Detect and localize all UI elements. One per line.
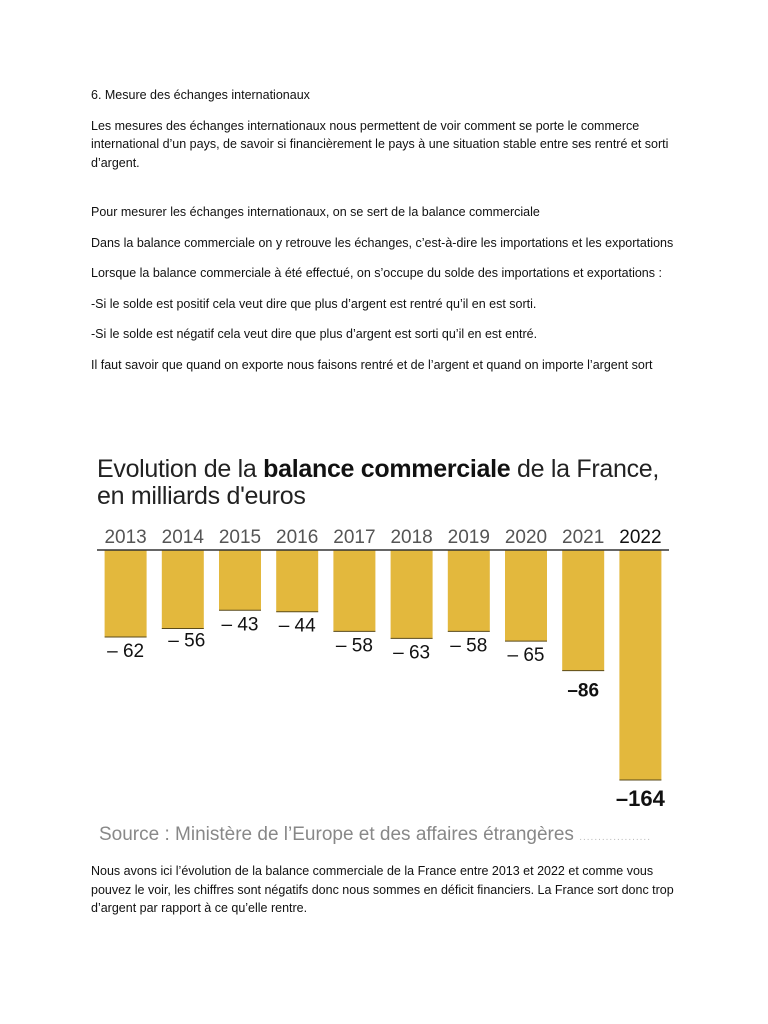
bar xyxy=(390,550,433,639)
bar xyxy=(619,550,662,780)
data-label: –164 xyxy=(616,786,666,811)
bar xyxy=(562,550,605,671)
x-tick-label: 2019 xyxy=(448,527,490,548)
paragraph-positive: -Si le solde est positif cela veut dire … xyxy=(91,296,537,311)
paragraph-measure: Pour mesurer les échanges internationaux… xyxy=(91,205,540,219)
bar xyxy=(333,550,376,632)
x-tick-label: 2020 xyxy=(505,527,547,548)
section-heading: 6. Mesure des échanges internationaux xyxy=(91,88,310,102)
paragraph-balance-contents: Dans la balance commerciale on y retrouv… xyxy=(91,235,674,250)
trade-balance-chart: Evolution de la balance commerciale de l… xyxy=(91,456,681,856)
x-tick-label: 2014 xyxy=(162,527,205,548)
bar xyxy=(505,550,547,642)
x-tick-label: 2017 xyxy=(333,527,375,548)
bar xyxy=(104,550,147,637)
x-tick-label: 2021 xyxy=(562,527,604,548)
data-label: –86 xyxy=(567,681,599,702)
paragraph-export-import: Il faut savoir que quand on exporte nous… xyxy=(91,357,653,372)
document-body: 6. Mesure des échanges internationaux Le… xyxy=(91,86,681,386)
paragraph-negative: -Si le solde est négatif cela veut dire … xyxy=(91,327,538,341)
chart-title: Evolution de la balance commerciale de l… xyxy=(97,456,659,510)
chart-source-text: Source : Ministère de l’Europe et des af… xyxy=(99,824,574,845)
data-label: – 43 xyxy=(222,614,259,635)
data-label: – 44 xyxy=(279,616,316,637)
x-tick-label: 2018 xyxy=(390,527,432,548)
data-label: – 58 xyxy=(336,635,373,656)
bar xyxy=(276,550,319,612)
chart-plot: 2013 – 62 2014 – 56 2015 – 43 2016 – 44 2017 – 58… xyxy=(97,527,669,811)
chart-title-suffix: de la France, xyxy=(510,455,660,483)
x-tick-label: 2016 xyxy=(276,527,318,548)
paragraph-intro: Les mesures des échanges internationaux … xyxy=(91,118,669,170)
chart-title-bold: balance commerciale xyxy=(263,455,511,483)
bar xyxy=(219,550,261,611)
x-tick-label: 2013 xyxy=(104,527,146,548)
paragraph-solde: Lorsque la balance commerciale à été eff… xyxy=(91,266,662,280)
chart-source-dots: ................... xyxy=(579,832,651,843)
x-tick-label: 2015 xyxy=(219,527,261,548)
data-label: – 58 xyxy=(450,635,487,656)
data-label: – 56 xyxy=(168,631,205,652)
bar xyxy=(447,550,490,632)
chart-title-prefix: Evolution de la xyxy=(97,455,264,483)
data-label: – 65 xyxy=(508,645,545,666)
data-label: – 62 xyxy=(107,641,144,662)
chart-subtitle: en milliards d'euros xyxy=(97,482,306,510)
paragraph-closing: Nous avons ici l’évolution de la balance… xyxy=(91,864,674,915)
chart-source: Source : Ministère de l’Europe et des af… xyxy=(99,824,651,846)
x-tick-label: 2022 xyxy=(619,527,661,548)
data-label: – 63 xyxy=(393,642,430,663)
bar xyxy=(161,550,204,629)
